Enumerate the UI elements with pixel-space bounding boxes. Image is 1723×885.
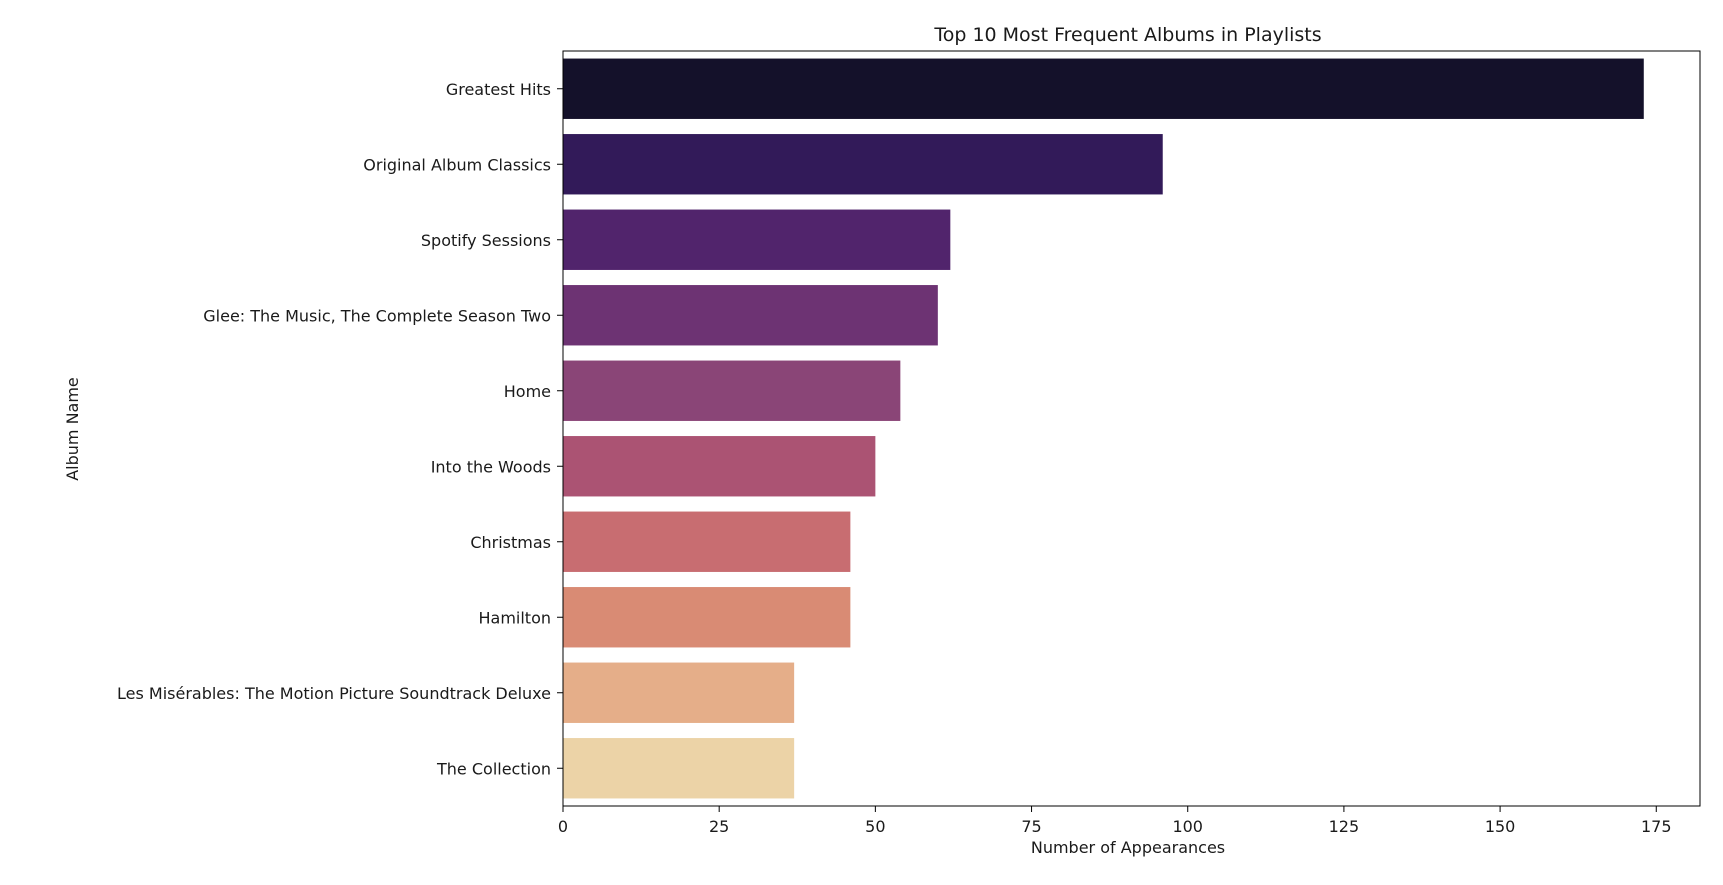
y-tick-label: Greatest Hits [446, 80, 551, 99]
x-tick-label: 150 [1485, 817, 1516, 836]
x-ticks-layer: 0 25 50 75 100 125 150 175 [558, 806, 1672, 836]
x-tick-label: 75 [1021, 817, 1041, 836]
x-axis-label: Number of Appearances [1031, 838, 1225, 857]
y-ticks-layer: Greatest Hits Original Album Classics Spot… [117, 80, 563, 778]
bar [563, 511, 851, 572]
bar [563, 738, 795, 799]
chart-title: Top 10 Most Frequent Albums in Playlists [933, 24, 1321, 46]
y-tick-label: The Collection [436, 759, 551, 778]
y-tick-label: Into the Woods [431, 457, 551, 476]
bar [563, 58, 1644, 119]
y-axis-label: Album Name [63, 377, 82, 481]
y-tick-label: Les Misérables: The Motion Picture Sound… [117, 684, 551, 703]
bar [563, 436, 876, 497]
plot-frame [562, 50, 1701, 807]
y-tick-label: Hamilton [478, 608, 551, 627]
bar [563, 587, 851, 648]
bar [563, 360, 901, 421]
y-tick-label: Home [504, 382, 551, 401]
bar [563, 134, 1163, 195]
x-tick-label: 100 [1172, 817, 1203, 836]
x-tick-label: 175 [1641, 817, 1672, 836]
y-tick-label: Glee: The Music, The Complete Season Two [203, 306, 551, 325]
bars-layer [563, 58, 1644, 799]
bar [563, 285, 938, 346]
x-tick-label: 25 [709, 817, 729, 836]
y-tick-label: Spotify Sessions [421, 231, 551, 250]
y-tick-label: Original Album Classics [363, 155, 551, 174]
x-tick-label: 0 [558, 817, 568, 836]
y-tick-label: Christmas [470, 533, 551, 552]
bar [563, 209, 951, 270]
x-tick-label: 50 [865, 817, 885, 836]
bar [563, 662, 795, 723]
x-tick-label: 125 [1329, 817, 1360, 836]
